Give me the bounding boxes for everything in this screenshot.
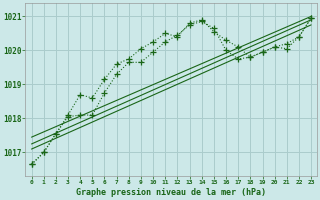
X-axis label: Graphe pression niveau de la mer (hPa): Graphe pression niveau de la mer (hPa)	[76, 188, 266, 197]
